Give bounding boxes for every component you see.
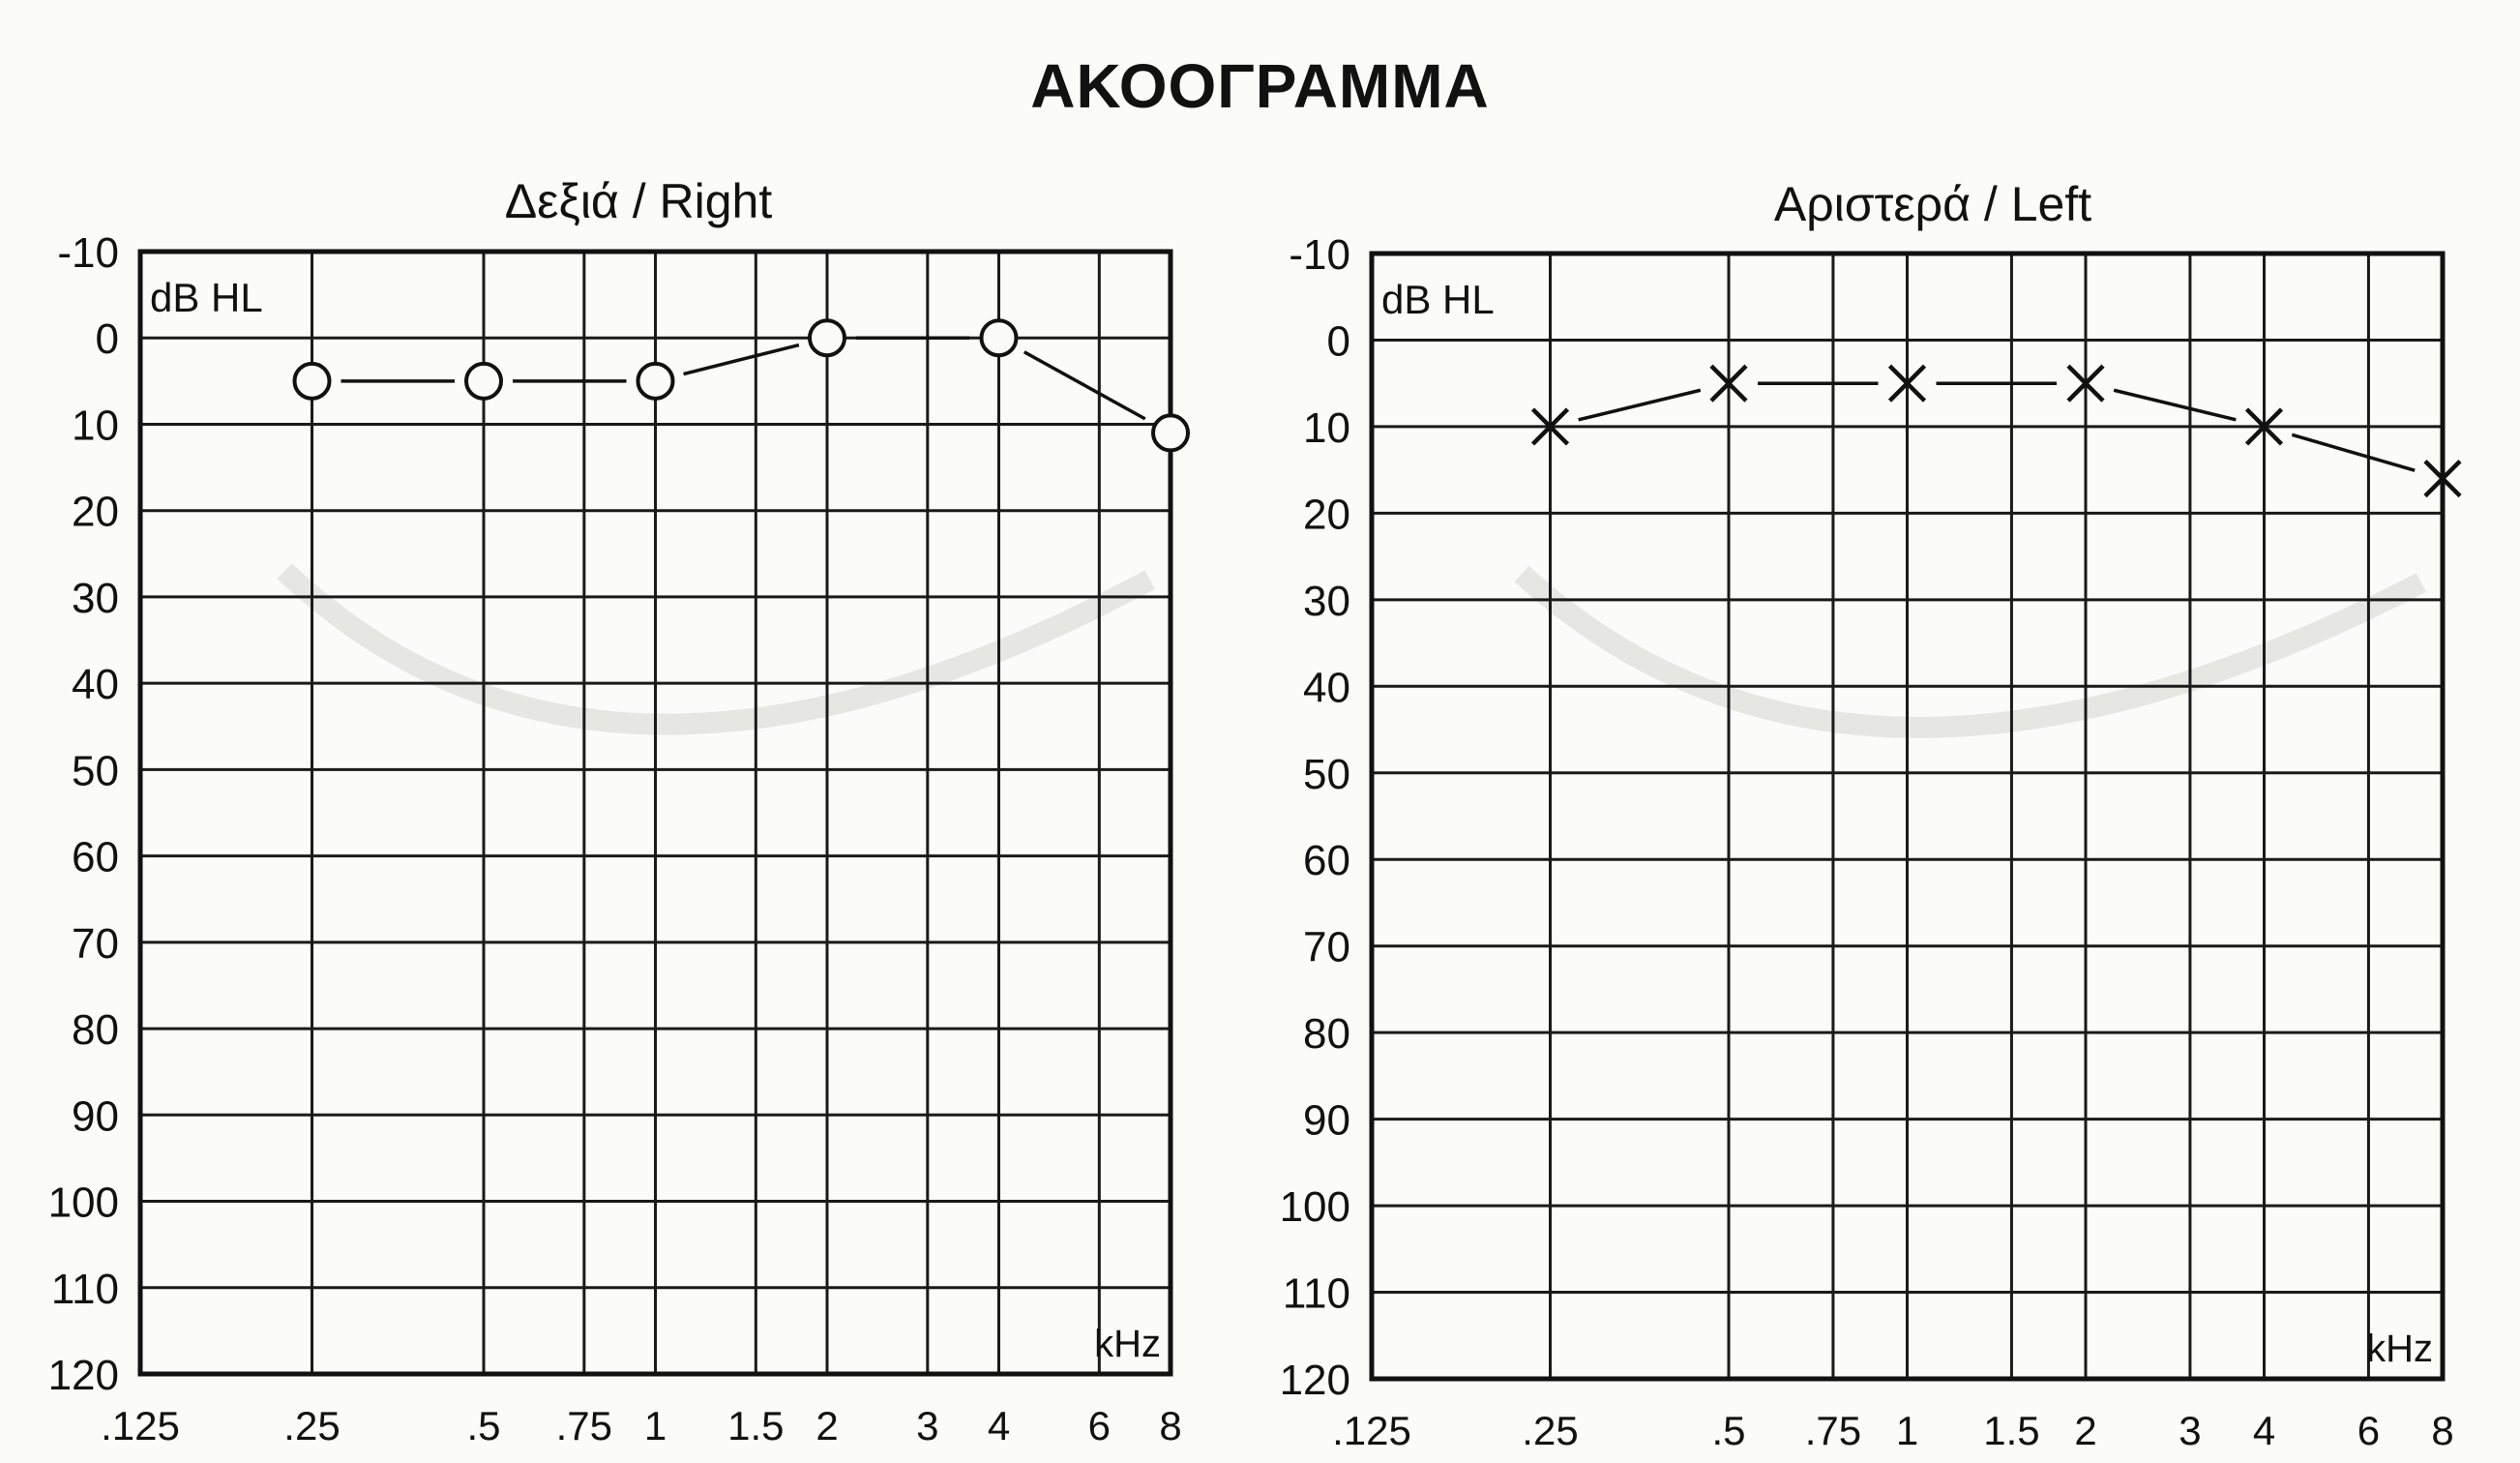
left-y-tick-label: 70: [1303, 924, 1350, 971]
right-y-tick-label: 40: [72, 661, 119, 708]
left-y-tick-label: 40: [1303, 664, 1350, 711]
left-x-tick-label: 6: [2357, 1408, 2380, 1453]
right-x-tick-label: 1.5: [727, 1403, 784, 1448]
right-y-tick-label: 0: [96, 315, 119, 363]
left-series-segment: [2291, 433, 2416, 472]
left-y-axis-label: dB HL: [1381, 277, 1495, 322]
right-y-tick-label: 120: [48, 1352, 119, 1399]
right-x-tick-label: .125: [101, 1403, 180, 1448]
left-x-tick-label: 2: [2074, 1408, 2096, 1453]
left-panel-title: Αριστερά / Left: [1774, 177, 2091, 231]
right-x-tick-label: .75: [556, 1403, 612, 1448]
right-y-tick-label: 90: [72, 1092, 119, 1140]
right-y-tick-label: 60: [72, 834, 119, 881]
left-x-tick-label: .5: [1711, 1408, 1745, 1453]
left-x-tick-label: 1: [1896, 1408, 1918, 1453]
right-y-tick-label: 50: [72, 747, 119, 794]
right-y-tick-label: -10: [57, 229, 119, 277]
right-y-tick-label: 20: [72, 489, 119, 536]
left-x-tick-label: 8: [2431, 1408, 2453, 1453]
left-y-tick-label: 100: [1280, 1183, 1350, 1231]
right-data-point-circle: [292, 361, 332, 401]
left-series-segment: [2113, 388, 2237, 422]
right-y-tick-label: 30: [72, 575, 119, 622]
right-data-point-circle: [979, 318, 1019, 358]
right-x-tick-label: 4: [988, 1403, 1010, 1448]
left-data-point-cross: [2423, 460, 2462, 498]
right-panel-title: Δεξιά / Right: [505, 174, 773, 228]
right-y-tick-label: 70: [72, 920, 119, 968]
left-data-point-cross: [2066, 364, 2105, 403]
document-title: ΑΚΟΟΓΡΑΜΜΑ: [1030, 51, 1490, 121]
left-y-tick-label: 80: [1303, 1010, 1350, 1058]
right-data-point-circle: [1151, 413, 1190, 453]
left-x-axis-label: kHz: [2366, 1328, 2433, 1370]
right-y-tick-label: 10: [72, 402, 119, 449]
left-y-tick-label: 50: [1303, 751, 1350, 798]
right-y-tick-label: 80: [72, 1006, 119, 1054]
left-data-point-cross: [1709, 364, 1748, 403]
left-plot-frame: [1369, 251, 2446, 1382]
left-y-tick-label: 60: [1303, 837, 1350, 884]
speech-banana-shape: [277, 563, 1155, 735]
left-y-tick-label: 120: [1280, 1357, 1350, 1404]
left-data-point-cross: [1887, 364, 1927, 403]
right-plot-frame: [137, 249, 1173, 1377]
left-x-tick-label: 4: [2253, 1408, 2275, 1453]
audiogram-right-ear: -10 0 10 20 30 40 50 60 70 80 90 100 110 120.125 .25 .5…: [48, 174, 1190, 1448]
right-x-axis-label: kHz: [1094, 1323, 1161, 1365]
right-y-axis-label: dB HL: [150, 275, 263, 320]
left-data-point-cross: [2244, 407, 2284, 446]
left-x-tick-label: 1.5: [1983, 1408, 2039, 1453]
right-x-tick-label: .25: [283, 1403, 340, 1448]
right-x-tick-label: 6: [1088, 1403, 1111, 1448]
left-y-tick-label: 10: [1303, 404, 1350, 452]
right-series-segment: [1023, 350, 1146, 421]
left-y-tick-label: 20: [1303, 491, 1350, 538]
left-y-tick-label: -10: [1289, 231, 1350, 279]
left-y-tick-label: 30: [1303, 578, 1350, 625]
right-y-tick-label: 110: [51, 1266, 119, 1313]
left-x-tick-label: .125: [1332, 1408, 1411, 1453]
left-y-tick-label: 110: [1283, 1270, 1350, 1318]
right-x-tick-label: 8: [1159, 1403, 1181, 1448]
left-x-tick-label: 3: [2179, 1408, 2201, 1453]
right-x-tick-label: 1: [644, 1403, 667, 1448]
left-y-tick-label: 90: [1303, 1097, 1350, 1145]
right-series-segment: [683, 343, 800, 376]
left-y-tick-label: 0: [1327, 317, 1350, 365]
right-x-tick-label: 2: [815, 1403, 838, 1448]
right-data-point-circle: [636, 361, 675, 401]
left-x-tick-label: .25: [1522, 1408, 1578, 1453]
left-x-tick-label: .75: [1805, 1408, 1861, 1453]
right-data-point-circle: [808, 318, 846, 358]
right-data-point-circle: [464, 361, 503, 401]
right-x-tick-label: 3: [916, 1403, 938, 1448]
speech-banana-shape: [1514, 565, 2426, 738]
right-x-tick-label: .5: [466, 1403, 500, 1448]
left-series-segment: [1578, 388, 1702, 422]
right-y-tick-label: 100: [48, 1179, 119, 1227]
left-data-point-cross: [1530, 407, 1570, 446]
